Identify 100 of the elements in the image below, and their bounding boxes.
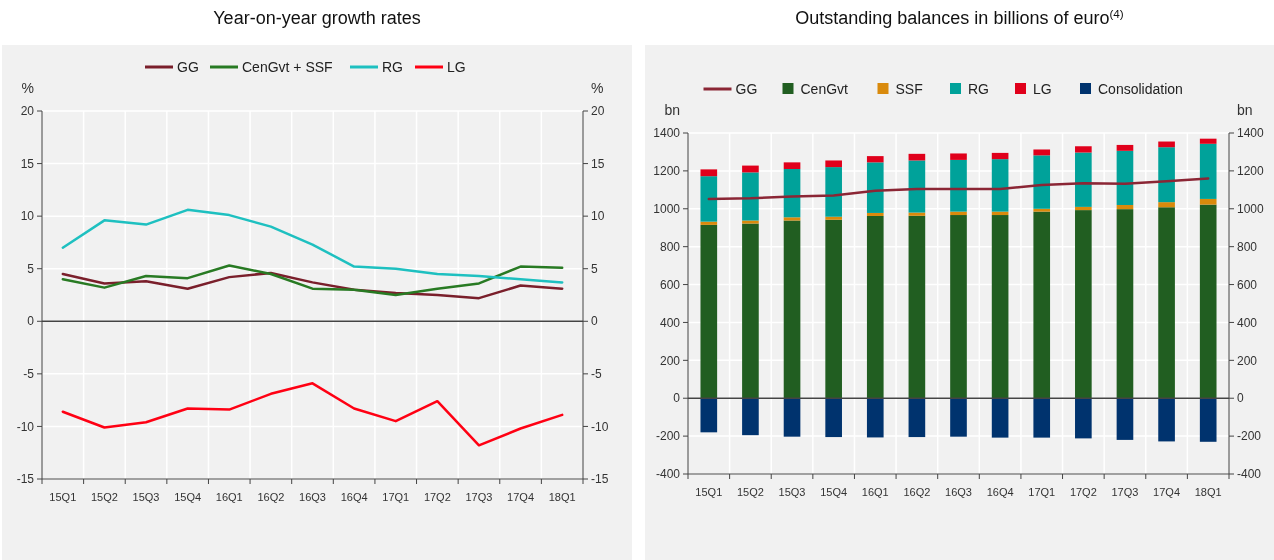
bar: [700, 176, 718, 222]
y2-tick-label: 20: [591, 104, 605, 119]
y-axis-title: %: [21, 80, 34, 96]
bar: [1199, 138, 1217, 144]
bar: [783, 168, 801, 218]
x-tick-label: 18Q1: [548, 491, 576, 503]
y-tick-label: 1000: [653, 201, 681, 216]
y2-tick-label: 1400: [1237, 126, 1265, 141]
bar: [825, 160, 842, 168]
y2-tick-label: 200: [1237, 353, 1258, 368]
x-tick-label: 15Q2: [90, 491, 118, 503]
bar: [866, 212, 884, 216]
y-tick-label: 400: [659, 315, 681, 330]
line-series: [61, 382, 564, 447]
bar: [783, 217, 801, 221]
bar: [1075, 206, 1092, 211]
legend-label: RG: [382, 58, 403, 75]
bar: [1158, 207, 1175, 399]
bar: [991, 215, 1009, 399]
y2-tick-label: 0: [1237, 391, 1244, 406]
y-tick-label: -400: [655, 467, 681, 482]
legend-label: SSF: [895, 80, 923, 97]
chart-title: Year-on-year growth rates: [213, 8, 421, 28]
bar: [1199, 198, 1217, 205]
y2-tick-label: 400: [1237, 315, 1258, 330]
bar: [825, 167, 842, 217]
x-tick-label: 16Q1: [861, 486, 889, 498]
bar: [866, 162, 884, 213]
bar: [908, 215, 926, 399]
bar: [742, 220, 759, 224]
bar: [950, 398, 967, 437]
x-tick-label: 16Q1: [215, 491, 243, 503]
x-tick-label: 17Q1: [1028, 486, 1056, 498]
y-tick-label: 200: [659, 353, 681, 368]
bar: [1199, 204, 1217, 399]
chart-title: Outstanding balances in billions of euro$^{(4)}$: [795, 6, 1124, 28]
y2-tick-label: 15: [591, 156, 605, 171]
y2-axis-title: %: [591, 80, 604, 96]
bar: [1033, 208, 1051, 212]
bar: [1116, 150, 1134, 205]
bar: [1158, 147, 1175, 203]
bar: [991, 159, 1009, 212]
bar: [866, 398, 884, 438]
x-tick-label: 15Q1: [49, 491, 77, 503]
x-tick-label: 17Q2: [423, 491, 451, 503]
bar: [700, 398, 718, 433]
bar: [991, 398, 1009, 438]
bar: [866, 215, 884, 399]
bar: [1075, 146, 1092, 153]
line-series: [61, 208, 564, 284]
x-tick-label: 15Q3: [132, 491, 160, 503]
bar: [1116, 398, 1134, 440]
y-tick-label: 10: [20, 209, 35, 224]
bar: [866, 156, 884, 163]
bar: [908, 160, 926, 213]
x-tick-label: 17Q2: [1069, 486, 1097, 498]
bar: [1033, 155, 1051, 209]
legend-label: LG: [447, 58, 466, 75]
legend-label: CenGvt + SSF: [242, 58, 333, 75]
bar: [783, 162, 801, 169]
x-tick-label: 15Q4: [174, 491, 202, 503]
y-tick-label: 600: [659, 277, 681, 292]
x-tick-label: 18Q1: [1194, 486, 1222, 498]
y-tick-label: -200: [655, 429, 681, 444]
x-tick-label: 15Q2: [736, 486, 764, 498]
legend-label: Consolidation: [1098, 80, 1183, 97]
y-tick-label: 1400: [653, 126, 681, 141]
bar: [1033, 398, 1051, 438]
bar: [825, 219, 842, 399]
bar: [1158, 202, 1175, 208]
x-tick-label: 15Q3: [778, 486, 806, 498]
x-tick-label: 16Q4: [986, 486, 1014, 498]
x-tick-label: 17Q1: [382, 491, 410, 503]
bar: [1075, 398, 1092, 439]
y-tick-label: 20: [20, 104, 35, 119]
bar: [950, 215, 967, 399]
y2-tick-label: 1000: [1237, 201, 1265, 216]
x-tick-label: 16Q3: [945, 486, 972, 498]
x-tick-label: 16Q2: [257, 491, 285, 503]
legend-label: GG: [735, 80, 758, 97]
bar: [908, 398, 926, 438]
bar: [950, 153, 967, 160]
bar: [1075, 152, 1092, 207]
x-tick-label: 16Q3: [299, 491, 326, 503]
y2-tick-label: 10: [591, 209, 605, 224]
y2-tick-label: 800: [1237, 239, 1258, 254]
bar: [700, 224, 718, 399]
bar: [950, 159, 967, 212]
y-tick-label: 1200: [653, 164, 681, 179]
line-series: [707, 177, 1210, 201]
x-tick-label: 17Q3: [1111, 486, 1139, 498]
y2-tick-label: -15: [591, 472, 609, 487]
y-tick-label: 0: [673, 391, 681, 406]
x-tick-label: 16Q4: [340, 491, 368, 503]
bar: [1158, 398, 1175, 442]
x-tick-label: 16Q2: [903, 486, 931, 498]
x-tick-label: 15Q4: [820, 486, 848, 498]
y-tick-label: 800: [659, 239, 681, 254]
bar: [825, 216, 842, 220]
bar: [1199, 143, 1217, 199]
